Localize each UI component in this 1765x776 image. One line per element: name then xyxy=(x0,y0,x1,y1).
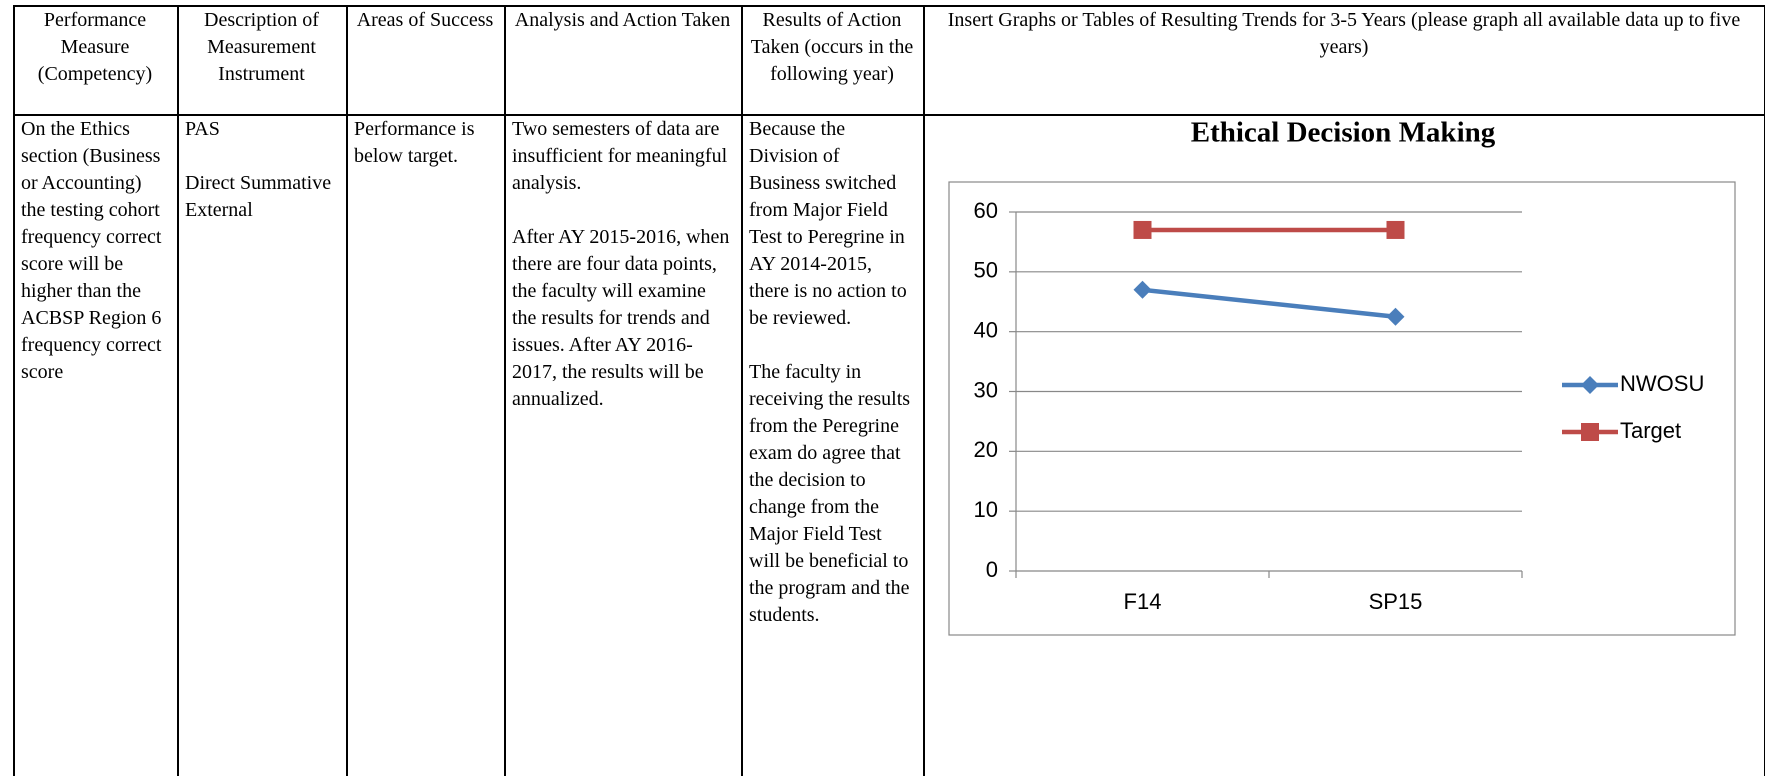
paragraph: Performance is below target. xyxy=(354,118,475,167)
data-point xyxy=(1386,220,1405,239)
paragraph: On the Ethics section (Business or Accou… xyxy=(21,118,162,383)
body-cell: Because the Division of Business switche… xyxy=(741,116,923,656)
y-tick-label: 0 xyxy=(986,557,998,582)
paragraph: After AY 2015-2016, when there are four … xyxy=(512,226,730,410)
body-cell: PAS Direct Summative External xyxy=(177,116,346,251)
series-line xyxy=(1142,287,1396,319)
chart-frame xyxy=(948,181,1736,636)
y-tick-label: 10 xyxy=(974,497,998,522)
data-point xyxy=(1133,280,1152,299)
table-border xyxy=(13,5,15,776)
table-border xyxy=(923,5,925,776)
legend-marker xyxy=(1581,423,1599,441)
y-tick-label: 20 xyxy=(974,437,998,462)
body-cell: Two semesters of data are insufficient f… xyxy=(504,116,741,440)
data-point xyxy=(1133,220,1152,239)
y-tick-label: 30 xyxy=(974,377,998,402)
legend-label: Target xyxy=(1620,418,1681,443)
header-cell: Areas of Success xyxy=(356,9,494,31)
header-cell: Results of Action Taken (occurs in the f… xyxy=(750,9,914,85)
legend-label: NWOSU xyxy=(1620,371,1704,396)
x-tick-label: F14 xyxy=(1124,589,1162,614)
table-border xyxy=(177,5,179,776)
legend-marker xyxy=(1581,376,1599,394)
y-tick-label: 40 xyxy=(974,317,998,342)
paragraph: Because the Division of Business switche… xyxy=(749,118,907,329)
paragraph: Direct Summative External xyxy=(185,172,332,221)
header-cell: Description of Measurement Instrument xyxy=(204,9,319,85)
paragraph: PAS xyxy=(185,118,220,140)
paragraph: The faculty in receiving the results fro… xyxy=(749,361,911,626)
body-cell: On the Ethics section (Business or Accou… xyxy=(13,116,177,413)
header-cell: Insert Graphs or Tables of Resulting Tre… xyxy=(947,9,1741,58)
y-tick-label: 50 xyxy=(974,258,998,283)
table-border xyxy=(741,5,743,776)
table-border xyxy=(504,5,506,776)
header-cell: Analysis and Action Taken xyxy=(514,9,731,31)
x-tick-label: SP15 xyxy=(1369,589,1423,614)
table-border xyxy=(346,5,348,776)
body-cell: Performance is below target. xyxy=(346,116,504,197)
table-border xyxy=(13,114,1765,116)
chart-title: Ethical Decision Making xyxy=(1191,117,1496,149)
y-tick-label: 60 xyxy=(974,198,998,223)
data-point xyxy=(1386,307,1405,326)
table-border xyxy=(13,5,1765,7)
table-border xyxy=(1763,5,1765,776)
header-cell: Performance Measure (Competency) xyxy=(37,9,153,85)
paragraph: Two semesters of data are insufficient f… xyxy=(512,118,728,194)
